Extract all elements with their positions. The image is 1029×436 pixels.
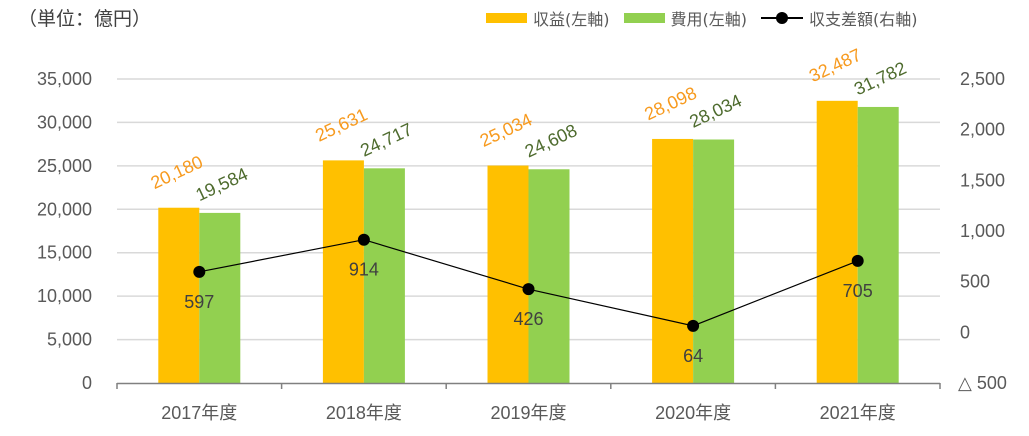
right-axis-tick-label: △ 500 bbox=[958, 373, 1007, 393]
left-axis-tick-label: 20,000 bbox=[37, 199, 92, 219]
right-axis-tick-label: 500 bbox=[960, 272, 990, 292]
unit-label: （単位：億円） bbox=[18, 8, 152, 30]
right-axis-tick-label: 1,500 bbox=[960, 170, 1005, 190]
left-axis-tick-label: 0 bbox=[82, 373, 92, 393]
right-axis-tick-label: 1,000 bbox=[960, 221, 1005, 241]
x-axis-category-label: 2020年度 bbox=[655, 403, 731, 423]
right-axis-tick-label: 0 bbox=[960, 322, 970, 342]
bar-revenue bbox=[816, 100, 858, 383]
bar-expense bbox=[857, 106, 899, 384]
bar-label-expense: 24,717 bbox=[357, 119, 415, 160]
legend-swatch-balance bbox=[761, 12, 803, 24]
balance-point bbox=[357, 233, 370, 246]
x-axis-category-label: 2017年度 bbox=[161, 403, 237, 423]
balance-label: 597 bbox=[184, 292, 214, 312]
legend: 収益(左軸) 費用(左軸) 収支差額(右軸) bbox=[486, 6, 932, 30]
bar-expense bbox=[528, 169, 570, 383]
left-axis-tick-label: 10,000 bbox=[37, 286, 92, 306]
right-axis-tick-label: 2,500 bbox=[960, 69, 1005, 89]
left-axis-tick-label: 15,000 bbox=[37, 243, 92, 263]
legend-item-expense: 費用(左軸) bbox=[623, 6, 748, 30]
axes: 0 5,000 10,000 15,000 20,000 25,000 30,000 35,0… bbox=[37, 69, 1007, 423]
left-axis-tick-label: 30,000 bbox=[37, 112, 92, 132]
x-axis-category-label: 2019年度 bbox=[490, 403, 566, 423]
bar-revenue bbox=[652, 138, 694, 383]
legend-item-balance: 収支差額(右軸) bbox=[761, 6, 918, 30]
left-axis-tick-label: 35,000 bbox=[37, 69, 92, 89]
left-axis-tick-label: 5,000 bbox=[47, 330, 92, 350]
balance-label: 914 bbox=[349, 260, 379, 280]
bar-expense bbox=[199, 212, 241, 383]
bar-revenue bbox=[322, 160, 364, 383]
balance-label: 705 bbox=[843, 281, 873, 301]
bar-expense bbox=[693, 139, 735, 383]
bar-revenue bbox=[487, 165, 529, 383]
bars bbox=[158, 100, 899, 384]
balance-label: 64 bbox=[683, 346, 703, 366]
bar-expense bbox=[363, 168, 405, 383]
balance-point bbox=[851, 254, 864, 267]
legend-label-balance: 収支差額(右軸) bbox=[809, 10, 918, 29]
balance-point bbox=[193, 265, 206, 278]
balance-point bbox=[687, 319, 700, 332]
legend-item-revenue: 収益(左軸) bbox=[486, 6, 610, 30]
legend-label-expense: 費用(左軸) bbox=[670, 10, 748, 29]
legend-label-revenue: 収益(左軸) bbox=[533, 10, 610, 29]
x-axis-category-label: 2021年度 bbox=[820, 403, 896, 423]
left-axis-tick-label: 25,000 bbox=[37, 156, 92, 176]
bar-revenue bbox=[158, 207, 200, 383]
right-axis-tick-label: 2,000 bbox=[960, 120, 1005, 140]
x-axis-category-label: 2018年度 bbox=[326, 403, 402, 423]
balance-line bbox=[193, 233, 864, 332]
legend-swatch-expense bbox=[623, 13, 665, 23]
balance-label: 426 bbox=[513, 309, 543, 329]
balance-point bbox=[522, 283, 535, 296]
legend-swatch-revenue bbox=[486, 13, 527, 23]
